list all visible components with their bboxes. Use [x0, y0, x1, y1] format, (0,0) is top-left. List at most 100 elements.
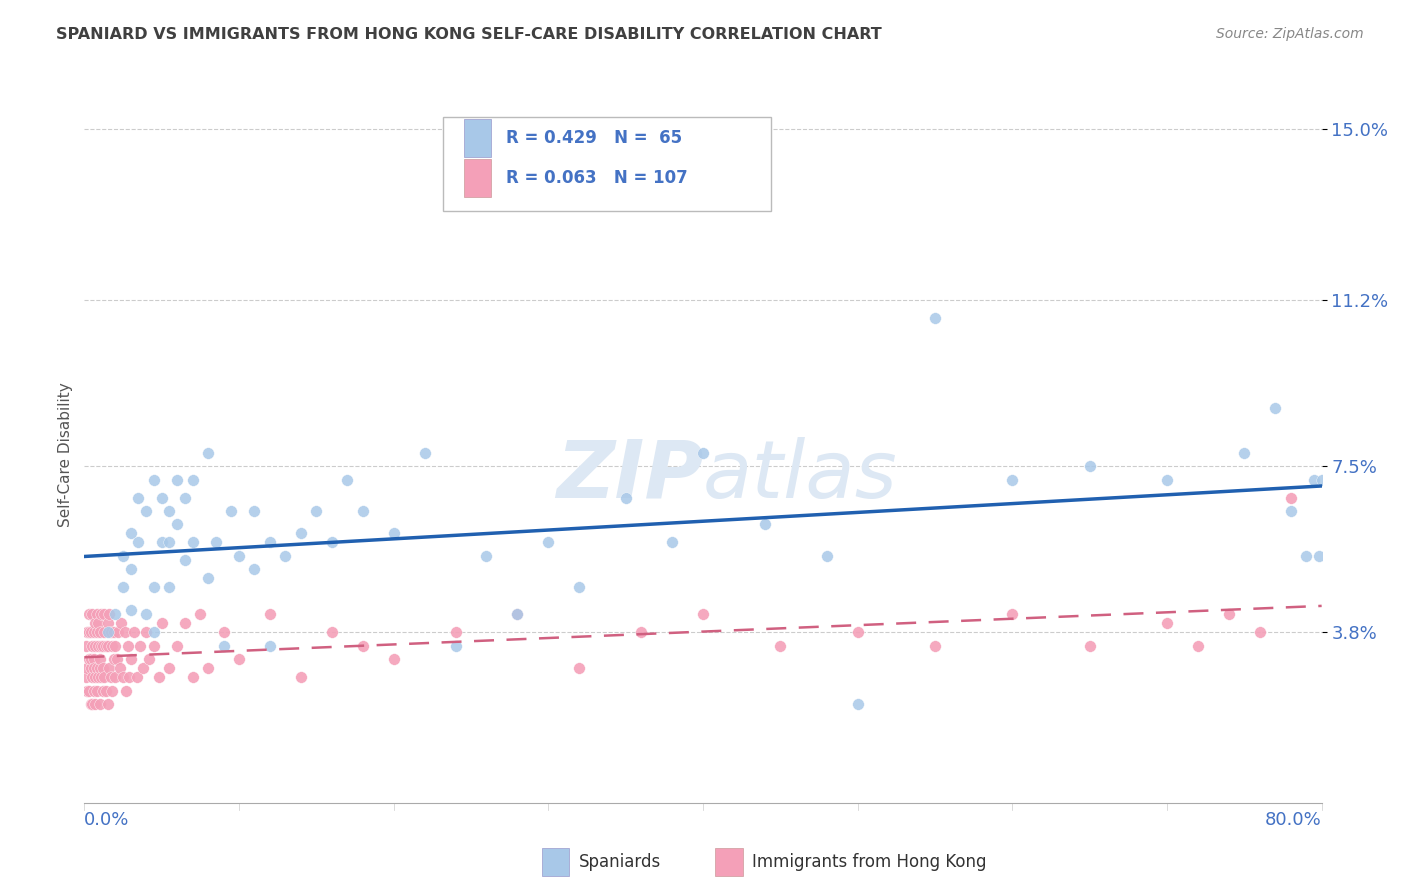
Point	[82, 639, 104, 653]
Point	[924, 311, 946, 326]
Point	[100, 670, 122, 684]
Point	[86, 661, 108, 675]
Point	[444, 639, 467, 653]
Point	[568, 580, 591, 594]
Point	[444, 625, 467, 640]
Point	[100, 625, 122, 640]
Point	[159, 535, 180, 549]
Point	[181, 535, 204, 549]
Point	[150, 491, 173, 505]
Point	[135, 504, 157, 518]
Point	[120, 562, 142, 576]
Point	[166, 517, 188, 532]
Point	[150, 616, 173, 631]
Point	[86, 683, 108, 698]
Point	[104, 607, 127, 622]
Point	[769, 639, 792, 653]
Point	[212, 625, 235, 640]
Text: R = 0.429   N =  65: R = 0.429 N = 65	[506, 129, 682, 147]
Point	[75, 670, 97, 684]
Point	[91, 661, 114, 675]
Point	[537, 535, 560, 549]
Point	[143, 639, 166, 653]
Point	[82, 670, 104, 684]
Point	[76, 661, 98, 675]
Point	[76, 683, 98, 698]
Point	[118, 670, 141, 684]
Point	[506, 607, 529, 622]
Point	[94, 683, 117, 698]
Point	[115, 683, 138, 698]
Point	[228, 549, 250, 563]
Point	[1295, 549, 1317, 563]
Point	[98, 661, 121, 675]
Point	[259, 535, 281, 549]
Point	[290, 526, 312, 541]
Point	[197, 445, 219, 459]
Point	[924, 639, 946, 653]
Point	[159, 661, 180, 675]
Point	[93, 607, 115, 622]
Point	[219, 504, 242, 518]
Point	[132, 661, 155, 675]
Point	[212, 639, 235, 653]
Point	[79, 652, 101, 666]
Point	[197, 571, 219, 585]
Point	[107, 625, 129, 640]
Point	[1187, 639, 1209, 653]
Point	[135, 607, 157, 622]
Point	[188, 607, 211, 622]
Point	[94, 639, 117, 653]
Point	[1279, 504, 1302, 518]
Point	[120, 603, 142, 617]
Point	[352, 639, 374, 653]
FancyBboxPatch shape	[543, 848, 569, 876]
Point	[125, 670, 148, 684]
Point	[1310, 473, 1333, 487]
Point	[77, 607, 100, 622]
Point	[1279, 491, 1302, 505]
Point	[96, 639, 118, 653]
Point	[82, 607, 104, 622]
Point	[413, 445, 436, 459]
Point	[93, 670, 115, 684]
Point	[79, 661, 101, 675]
Point	[1001, 607, 1024, 622]
Point	[87, 616, 110, 631]
Point	[129, 639, 152, 653]
Point	[87, 670, 110, 684]
Point	[259, 607, 281, 622]
Point	[83, 683, 105, 698]
Point	[243, 562, 266, 576]
Point	[475, 549, 498, 563]
Point	[1264, 401, 1286, 415]
Point	[103, 625, 125, 640]
Point	[1302, 473, 1324, 487]
Point	[89, 697, 111, 711]
Point	[661, 535, 683, 549]
Point	[108, 661, 131, 675]
Point	[174, 491, 197, 505]
FancyBboxPatch shape	[464, 120, 492, 158]
Point	[112, 580, 135, 594]
Point	[127, 535, 149, 549]
Point	[77, 683, 100, 698]
Point	[174, 553, 197, 567]
Point	[1078, 459, 1101, 474]
FancyBboxPatch shape	[716, 848, 742, 876]
Point	[96, 697, 118, 711]
Point	[166, 473, 188, 487]
Point	[120, 526, 142, 541]
Point	[614, 491, 637, 505]
Point	[181, 473, 204, 487]
Text: Immigrants from Hong Kong: Immigrants from Hong Kong	[752, 853, 987, 871]
Point	[89, 652, 111, 666]
Point	[181, 670, 204, 684]
Point	[1218, 607, 1240, 622]
Point	[506, 607, 529, 622]
Point	[120, 652, 142, 666]
Point	[82, 697, 104, 711]
Point	[143, 625, 166, 640]
Point	[83, 652, 105, 666]
Point	[568, 661, 591, 675]
